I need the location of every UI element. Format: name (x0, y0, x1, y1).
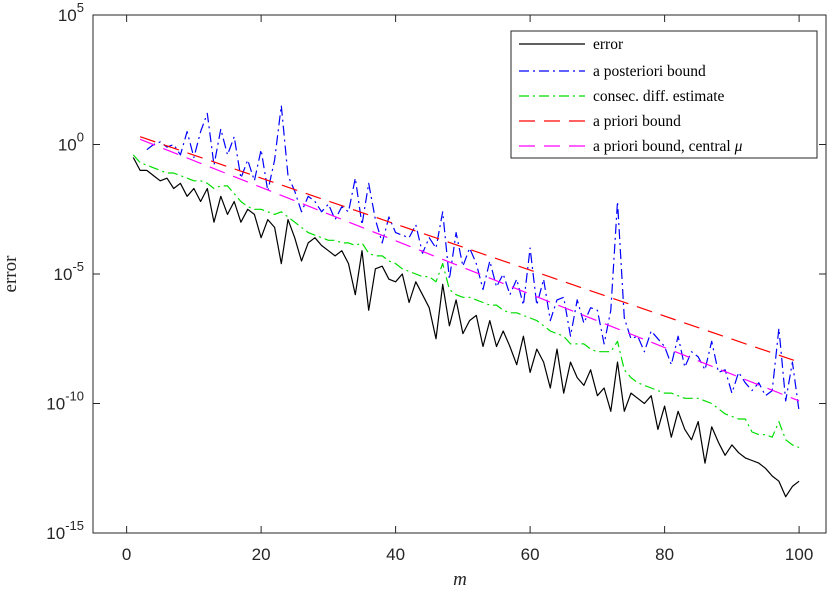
legend-entry-a-priori-central: a priori bound, central μ (519, 138, 743, 155)
legend-label-mu-symbol: μ (734, 138, 743, 155)
legend: error a posteriori bound consec. diff. e… (510, 30, 818, 159)
legend-label-a-posteriori: a posteriori bound (593, 63, 706, 80)
x-tick-label-4: 80 (655, 545, 674, 564)
series-line-0 (132, 157, 800, 498)
x-tick-label-0: 0 (122, 545, 131, 564)
legend-label-a-priori-central: a priori bound, central μ (593, 138, 743, 155)
legend-entry-consec-diff: consec. diff. estimate (519, 88, 725, 105)
legend-entry-a-posteriori: a posteriori bound (519, 63, 706, 80)
y-tick-label-2: 10-5 (54, 259, 84, 284)
x-axis-label: m (453, 569, 467, 590)
y-axis-label: error (0, 255, 21, 293)
y-tick-label-1: 100 (58, 130, 84, 155)
series-line-4 (139, 138, 800, 402)
series-line-1 (146, 104, 800, 412)
x-tick-label-5: 100 (785, 545, 813, 564)
x-tick-label-1: 20 (252, 545, 271, 564)
series-layer (132, 104, 800, 498)
legend-label-consec-diff: consec. diff. estimate (593, 88, 725, 105)
series-line-3 (139, 136, 800, 363)
legend-label-a-priori: a priori bound (593, 113, 681, 130)
y-tick-label-4: 10-15 (46, 518, 84, 543)
legend-entry-error: error (519, 36, 624, 53)
legend-label-a-priori-central-text: a priori bound, central (593, 138, 735, 155)
legend-box (510, 30, 818, 159)
y-tick-label-3: 10-10 (46, 389, 84, 414)
x-tick-label-2: 40 (386, 545, 405, 564)
legend-label-error: error (593, 36, 624, 53)
x-tick-label-3: 60 (521, 545, 540, 564)
tick-layer: 0 20 40 60 80 100 105 100 10-5 10-10 10-15 (46, 0, 826, 564)
legend-entry-a-priori: a priori bound (519, 113, 681, 130)
series-line-2 (132, 154, 800, 449)
y-tick-label-0: 105 (58, 0, 84, 25)
